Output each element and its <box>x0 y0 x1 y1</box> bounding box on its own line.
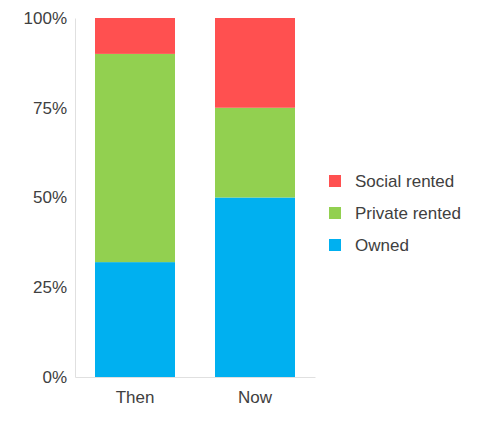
bars <box>95 18 295 377</box>
bar <box>95 18 175 54</box>
y-axis-line <box>75 19 76 378</box>
legend-swatch <box>329 175 341 187</box>
y-tick-label: 0% <box>42 368 67 387</box>
bar <box>95 54 175 262</box>
y-tick-label: 25% <box>33 278 67 297</box>
bar <box>215 198 295 378</box>
y-tick-label: 50% <box>33 188 67 207</box>
legend-swatch <box>329 207 341 219</box>
legend-item: Owned <box>329 236 409 255</box>
y-tick: 75% <box>33 99 75 118</box>
legend-label: Social rented <box>355 172 454 191</box>
legend-label: Private rented <box>355 204 461 223</box>
legend: Social rented Private rented Owned <box>329 172 461 255</box>
legend-item: Private rented <box>329 204 461 223</box>
y-tick-label: 75% <box>33 99 67 118</box>
y-tick: 25% <box>33 278 75 297</box>
x-tick-label: Then <box>116 388 155 407</box>
y-tick-label: 100% <box>24 9 67 28</box>
bar <box>215 18 295 108</box>
x-axis: Then Now <box>76 377 316 407</box>
bar <box>215 108 295 198</box>
x-tick: Now <box>238 377 273 407</box>
series <box>95 18 295 108</box>
y-tick: 0% <box>42 368 75 387</box>
chart: 0% 25% 50% 75% 100% Then Now Social rented Priva… <box>0 0 488 428</box>
legend-item: Social rented <box>329 172 454 191</box>
y-axis: 0% 25% 50% 75% 100% <box>24 9 76 387</box>
legend-swatch <box>329 239 341 251</box>
y-tick: 50% <box>33 188 75 207</box>
x-axis-line <box>76 377 316 378</box>
x-tick-label: Now <box>238 388 273 407</box>
legend-label: Owned <box>355 236 409 255</box>
y-tick: 100% <box>24 9 75 28</box>
bar <box>95 262 175 377</box>
x-tick: Then <box>116 377 155 407</box>
